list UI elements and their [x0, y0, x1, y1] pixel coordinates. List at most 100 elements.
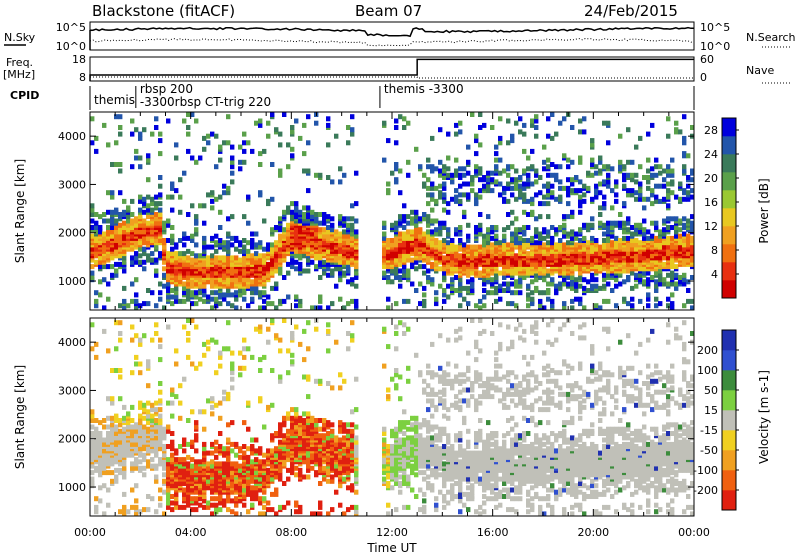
power-cell — [298, 262, 302, 267]
velocity-cell — [242, 455, 246, 460]
power-cell — [634, 223, 638, 228]
power-cell — [546, 173, 550, 178]
power-cell — [270, 271, 274, 276]
power-cell — [446, 201, 450, 206]
velocity-cell — [210, 459, 214, 464]
velocity-cell — [142, 457, 146, 462]
y-tick-label: 1000 — [58, 275, 86, 288]
power-cell — [434, 227, 438, 232]
power-cell — [618, 238, 622, 243]
velocity-cell — [254, 457, 258, 462]
power-cell — [518, 129, 522, 134]
velocity-cell — [250, 459, 254, 464]
velocity-cell — [266, 405, 270, 410]
power-cell — [350, 127, 354, 132]
power-cell — [606, 121, 610, 126]
power-cell — [482, 184, 486, 189]
power-cell — [114, 208, 118, 213]
power-cell — [410, 221, 414, 226]
power-cell — [454, 123, 458, 128]
power-cell — [418, 264, 422, 269]
power-cell — [426, 158, 430, 163]
power-cell — [446, 210, 450, 215]
power-cell — [634, 232, 638, 237]
power-cell — [114, 162, 118, 167]
power-cell — [346, 264, 350, 269]
velocity-cell — [282, 433, 286, 438]
velocity-cell — [98, 431, 102, 436]
velocity-cell — [290, 464, 294, 469]
power-cell — [98, 229, 102, 234]
power-cell — [102, 123, 106, 128]
power-cell — [162, 273, 166, 278]
velocity-cell — [142, 472, 146, 477]
power-cell — [682, 262, 686, 267]
power-cell — [226, 249, 230, 254]
velocity-cell — [110, 470, 114, 475]
power-cell — [654, 288, 658, 293]
power-cell — [258, 253, 262, 258]
power-cell — [546, 282, 550, 287]
power-cell — [598, 205, 602, 210]
power-cell — [550, 236, 554, 241]
power-cell — [114, 225, 118, 230]
velocity-cell — [274, 488, 278, 493]
power-cell — [606, 221, 610, 226]
power-cell — [286, 164, 290, 169]
power-cell — [602, 273, 606, 278]
power-cell — [334, 266, 338, 271]
power-cell — [190, 234, 194, 239]
power-cell — [446, 245, 450, 250]
velocity-cell — [106, 503, 110, 508]
velocity-cell — [146, 507, 150, 512]
power-cell — [150, 197, 154, 202]
velocity-cell — [234, 479, 238, 484]
power-cell — [614, 184, 618, 189]
velocity-cell — [230, 448, 234, 453]
power-cell — [534, 173, 538, 178]
velocity-cell — [202, 409, 206, 414]
power-cell — [582, 223, 586, 228]
power-cell — [474, 251, 478, 256]
velocity-cell — [218, 416, 222, 421]
power-cell — [270, 162, 274, 167]
power-cell — [522, 238, 526, 243]
power-cell — [582, 116, 586, 121]
velocity-cell — [142, 446, 146, 451]
power-cell — [526, 166, 530, 171]
power-cell — [298, 299, 302, 304]
power-cell — [182, 282, 186, 287]
power-cell — [214, 234, 218, 239]
power-cell — [170, 258, 174, 263]
power-cell — [450, 173, 454, 178]
power-cell — [534, 179, 538, 184]
power-cell — [554, 164, 558, 169]
velocity-cell — [174, 501, 178, 506]
velocity-cell — [298, 472, 302, 477]
power-cell — [310, 260, 314, 265]
power-cell — [430, 164, 434, 169]
power-cell — [186, 249, 190, 254]
power-cell — [242, 245, 246, 250]
power-cell — [382, 121, 386, 126]
power-cell — [294, 260, 298, 265]
power-cell — [546, 214, 550, 219]
power-cell — [506, 173, 510, 178]
station-title: Blackstone (fitACF) — [92, 2, 235, 20]
power-cell — [422, 292, 426, 297]
velocity-cell — [178, 401, 182, 406]
velocity-cell — [294, 411, 298, 416]
power-cell — [158, 221, 162, 226]
power-cell — [598, 212, 602, 217]
velocity-cell — [234, 442, 238, 447]
power-cell — [522, 182, 526, 187]
velocity-cell — [186, 355, 190, 360]
power-cell — [302, 253, 306, 258]
power-cell — [278, 266, 282, 271]
velocity-cell — [250, 444, 254, 449]
power-cell — [302, 205, 306, 210]
power-cell — [346, 223, 350, 228]
power-cell — [178, 251, 182, 256]
power-cell — [582, 286, 586, 291]
velocity-cell — [294, 466, 298, 471]
